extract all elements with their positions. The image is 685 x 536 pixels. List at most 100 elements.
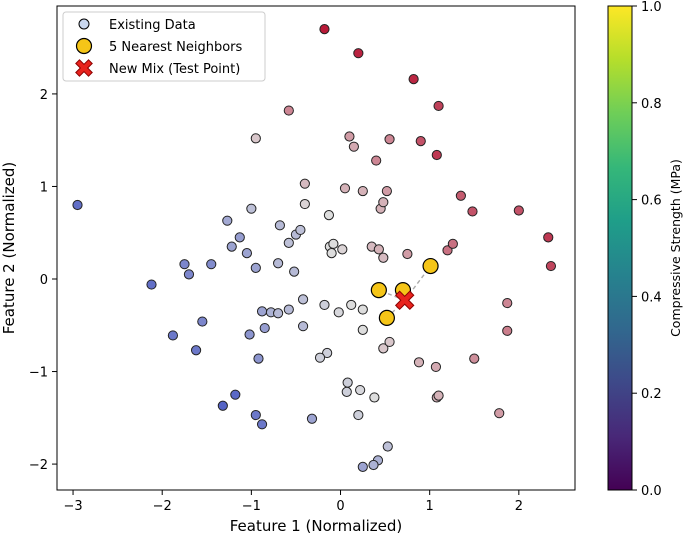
x-axis-label: Feature 1 (Normalized) (230, 517, 403, 535)
data-point (378, 343, 389, 354)
data-point (289, 266, 300, 277)
data-point (183, 269, 195, 280)
neighbor-point (422, 257, 439, 275)
data-point (342, 377, 353, 388)
legend-test-label: New Mix (Test Point) (109, 62, 240, 77)
data-point (442, 245, 453, 256)
data-point (433, 390, 444, 401)
test-point-group (394, 290, 415, 311)
data-point (415, 136, 426, 147)
y-tick-label: 2 (40, 88, 48, 103)
data-point (378, 197, 389, 208)
colorbar-tick-label: 0.8 (641, 97, 662, 112)
data-point (353, 409, 364, 421)
x-tick-label: 2 (515, 499, 523, 514)
data-point (283, 237, 294, 249)
colorbar-tick-label: 0.2 (641, 387, 662, 402)
data-point (72, 199, 83, 211)
data-point (297, 294, 309, 305)
data-point (246, 203, 257, 214)
test-point (394, 290, 415, 311)
data-point (502, 297, 513, 309)
x-tick-label: −3 (63, 499, 82, 514)
data-point (413, 357, 425, 368)
data-point (253, 353, 264, 364)
data-point (250, 409, 261, 421)
data-point (295, 224, 306, 236)
data-point (217, 400, 228, 411)
data-point (241, 247, 253, 259)
data-point (197, 316, 208, 327)
data-point (357, 304, 368, 315)
data-point (543, 232, 554, 243)
legend-neighbors-label: 5 Nearest Neighbors (109, 40, 243, 55)
neighbor-point (378, 309, 395, 326)
x-tick-label: 0 (336, 499, 344, 514)
data-point (283, 105, 294, 116)
data-point (283, 304, 294, 315)
data-point (234, 232, 245, 243)
data-point (353, 48, 364, 59)
legend-existing-label: Existing Data (109, 18, 196, 33)
data-point (306, 413, 318, 424)
data-point (222, 215, 233, 226)
data-point (494, 408, 505, 419)
data-point (167, 330, 179, 341)
data-point (326, 247, 337, 259)
colorbar: 0.0 0.2 0.4 0.6 0.8 1.0 Compressive Strength … (607, 0, 683, 499)
legend-existing-marker (78, 18, 90, 30)
colorbar-tick-label: 0.0 (641, 484, 662, 499)
x-tick-label: −1 (242, 499, 261, 514)
y-tick-label: −2 (29, 458, 48, 473)
plot-frame (56, 5, 576, 491)
neighbor-point (370, 282, 387, 299)
data-point (430, 361, 442, 373)
data-point (368, 459, 379, 471)
data-point (371, 155, 382, 166)
plot-area (57, 6, 575, 490)
data-point (319, 24, 330, 35)
data-point (455, 190, 466, 201)
colorbar-tick-label: 0.6 (641, 194, 662, 209)
data-point (333, 307, 344, 318)
data-point (381, 185, 392, 197)
data-point (382, 441, 393, 452)
data-point (328, 238, 339, 249)
data-point (373, 244, 384, 255)
data-point (299, 178, 310, 189)
data-point (244, 329, 255, 340)
data-point (467, 206, 478, 217)
y-tick-label: −1 (29, 366, 48, 381)
data-point (323, 210, 335, 221)
colorbar-label: Compressive Strength (MPa) (668, 159, 683, 337)
data-point (339, 183, 351, 194)
data-point (344, 131, 355, 142)
data-point (256, 419, 268, 430)
data-point (297, 321, 309, 332)
data-point (319, 299, 330, 311)
legend-neighbors-marker (75, 37, 93, 55)
legend-box (62, 11, 266, 82)
data-point (314, 352, 326, 363)
data-point (402, 248, 413, 260)
x-axis-ticks: −3 −2 −1 0 1 2 (63, 490, 523, 514)
data-point (357, 461, 368, 472)
data-point (274, 220, 285, 231)
y-axis-label: Feature 2 (Normalized) (0, 162, 18, 335)
data-point (384, 336, 395, 348)
data-point (226, 241, 237, 252)
data-point (408, 74, 419, 85)
data-point (299, 198, 310, 210)
colorbar-gradient (607, 5, 633, 491)
data-point (346, 299, 357, 311)
y-tick-label: 0 (40, 273, 48, 288)
colorbar-ticks: 0.0 0.2 0.4 0.6 0.8 1.0 (632, 0, 662, 499)
data-point (431, 149, 442, 161)
data-point (433, 100, 444, 112)
data-point (256, 306, 268, 317)
data-point (273, 308, 284, 319)
y-axis-ticks: −2 −1 0 1 2 (29, 88, 57, 473)
colorbar-tick-label: 0.4 (641, 290, 662, 305)
legend: Existing Data 5 Nearest Neighbors New Mi… (62, 11, 266, 82)
